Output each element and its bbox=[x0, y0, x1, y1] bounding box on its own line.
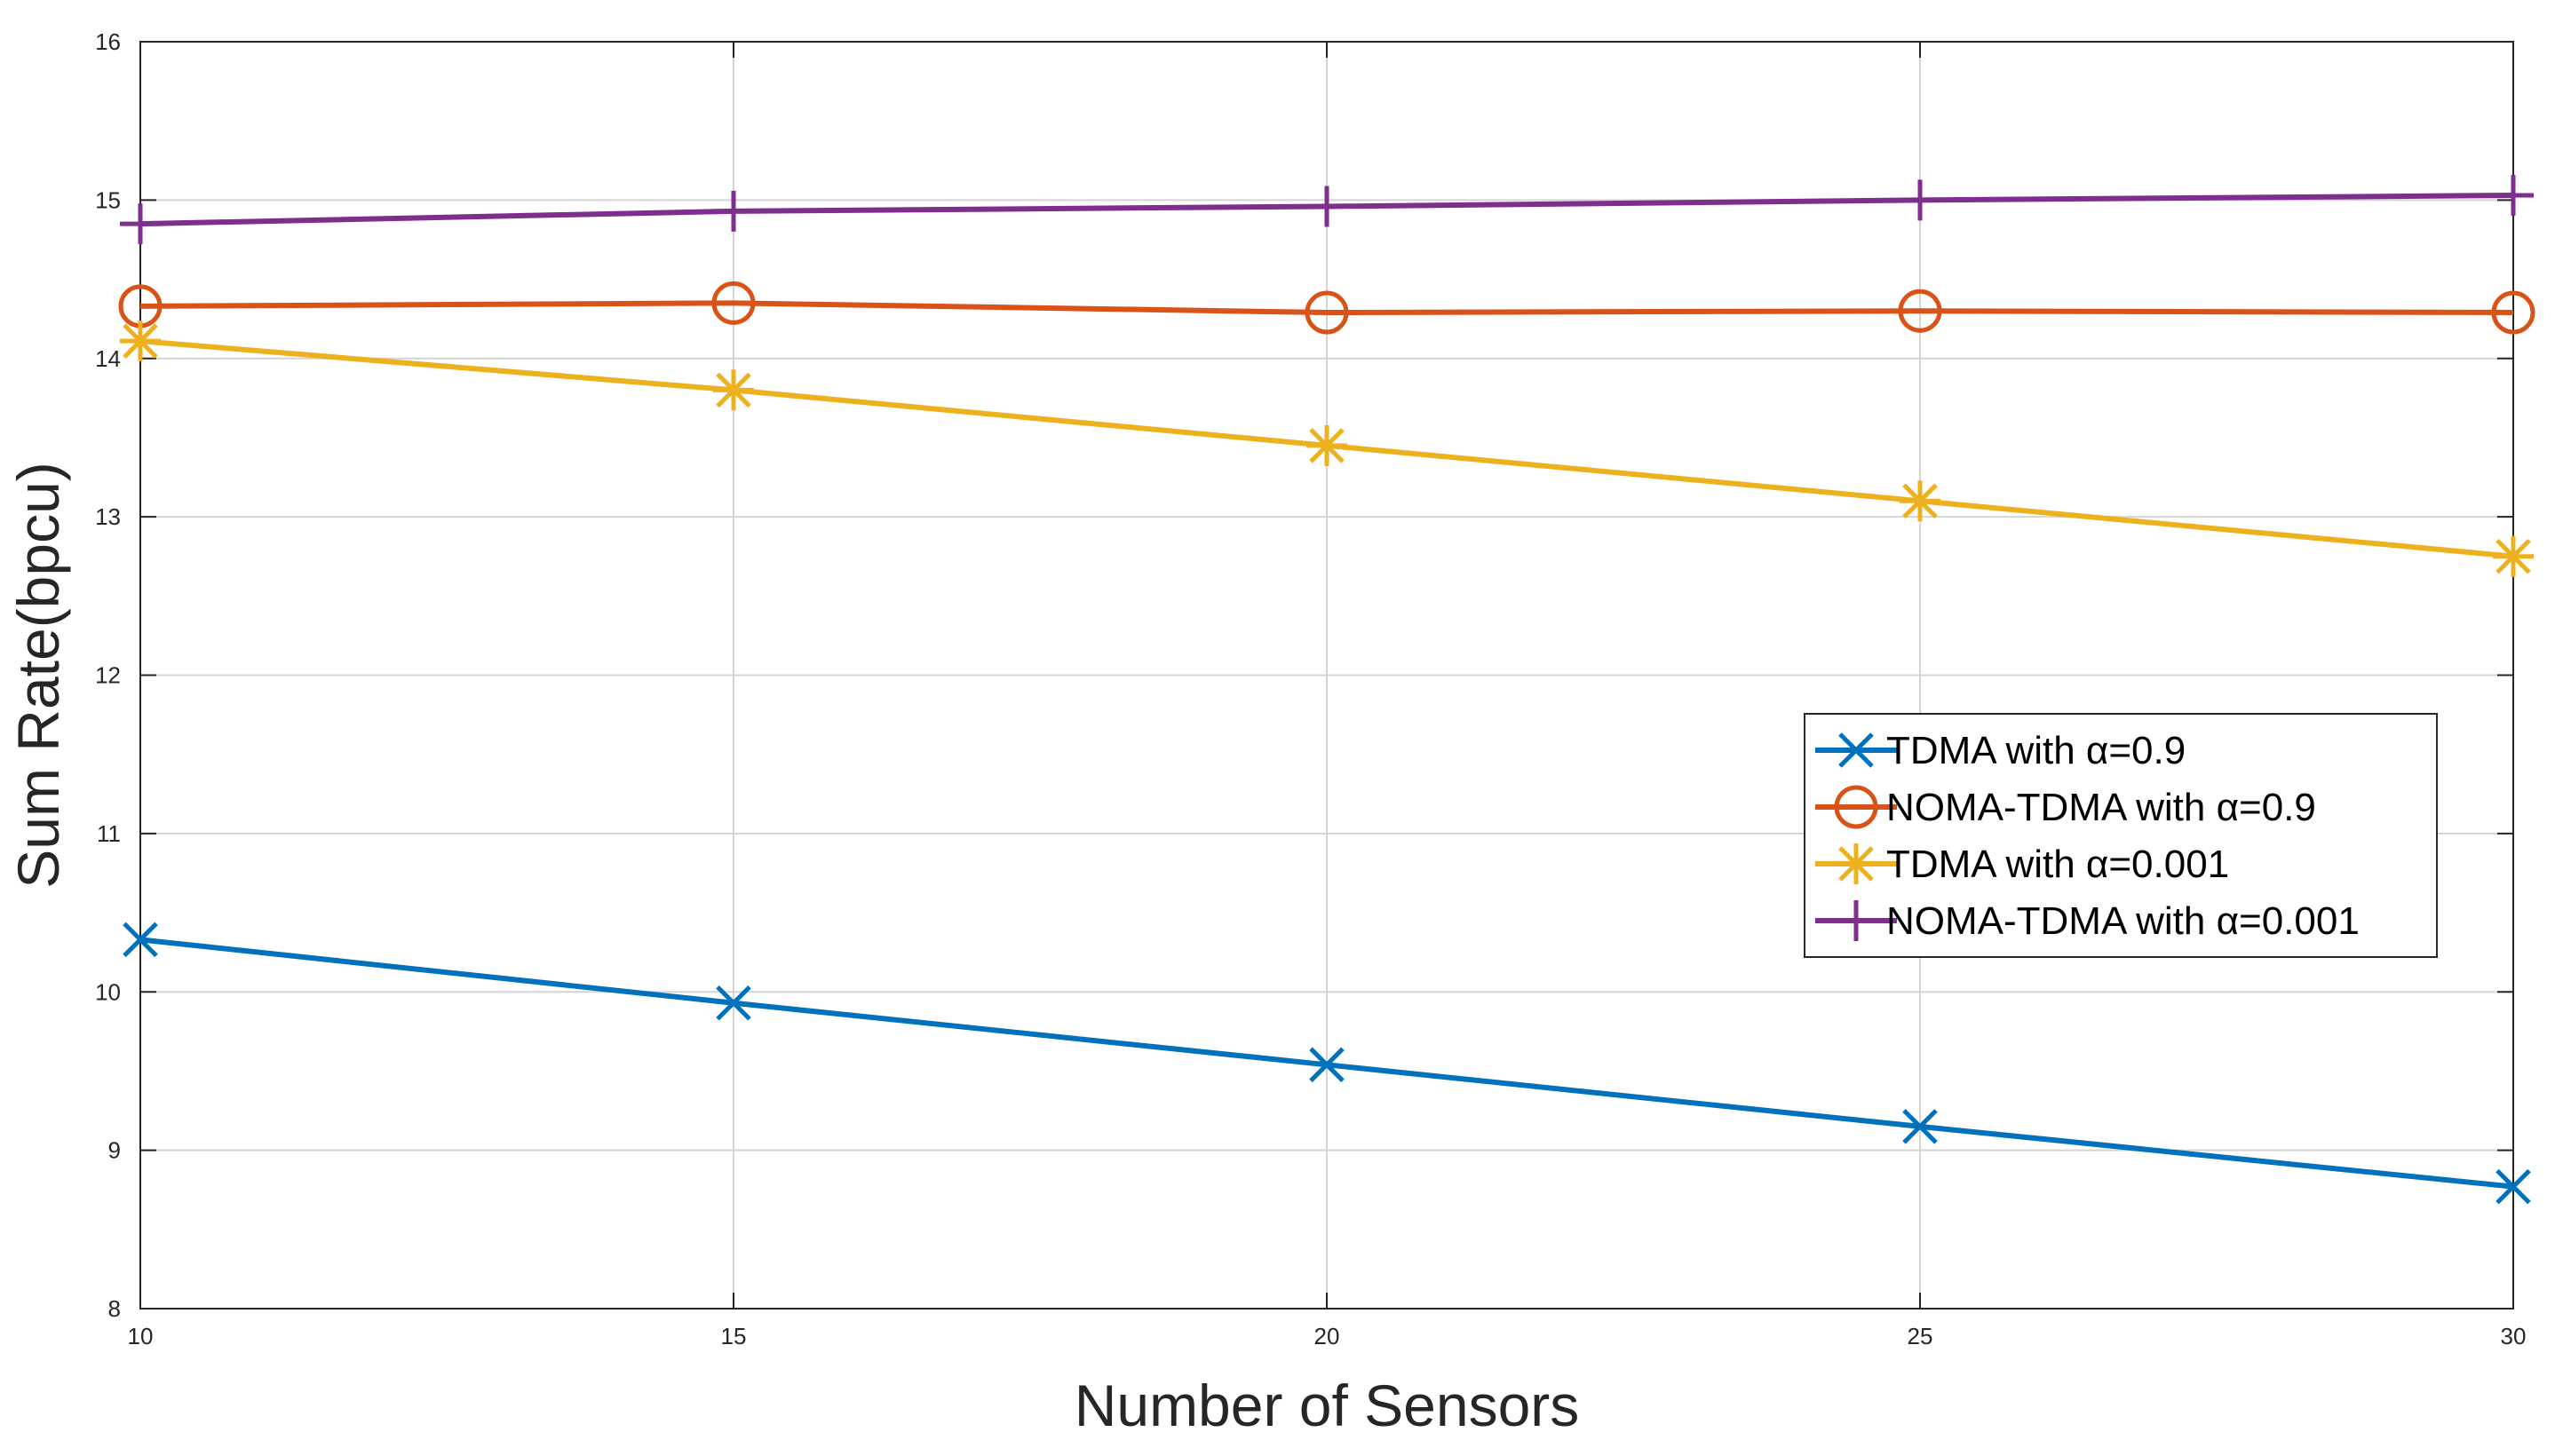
data-point-marker-* bbox=[120, 320, 161, 362]
series-line bbox=[139, 300, 2514, 316]
x-axis-title: Number of Sensors bbox=[1075, 1373, 1580, 1438]
y-axis-title: Sum Rate(bpcu) bbox=[5, 462, 71, 889]
data-point-marker-* bbox=[1306, 424, 1347, 466]
legend-box bbox=[1804, 713, 2438, 958]
data-point-marker-x bbox=[1838, 732, 1874, 768]
legend-label: NOMA-TDMA with α=0.001 bbox=[1886, 899, 2360, 943]
data-point-marker-o bbox=[711, 281, 756, 325]
data-point-marker-+ bbox=[1836, 900, 1877, 941]
series-3 bbox=[120, 175, 2534, 245]
data-point-marker-+ bbox=[120, 203, 161, 245]
y-tick-label: 11 bbox=[97, 820, 121, 847]
data-point-marker-o bbox=[1898, 289, 1942, 333]
x-tick-label: 25 bbox=[1908, 1323, 1933, 1349]
legend-label: TDMA with α=0.9 bbox=[1886, 729, 2186, 772]
series-2 bbox=[120, 320, 2534, 577]
data-point-marker-* bbox=[2493, 535, 2534, 577]
data-point-marker-+ bbox=[1306, 186, 1347, 227]
data-series bbox=[118, 175, 2535, 1205]
series-1 bbox=[118, 281, 2535, 335]
legend-label: NOMA-TDMA with α=0.9 bbox=[1886, 786, 2316, 829]
data-point-marker-+ bbox=[713, 190, 754, 232]
data-point-marker-o bbox=[1305, 290, 1349, 335]
data-point-marker-x bbox=[2495, 1168, 2531, 1205]
data-point-marker-+ bbox=[2493, 175, 2534, 217]
x-tick-label: 10 bbox=[128, 1323, 154, 1349]
legend-item: NOMA-TDMA with α=0.9 bbox=[1815, 785, 2316, 829]
data-point-marker-* bbox=[1900, 480, 1940, 522]
x-tick-label: 20 bbox=[1314, 1323, 1340, 1349]
legend-item: TDMA with α=0.9 bbox=[1815, 729, 2186, 772]
data-point-marker-* bbox=[1836, 843, 1877, 884]
data-point-marker-x bbox=[1902, 1109, 1938, 1144]
data-point-marker-+ bbox=[1900, 179, 1940, 221]
legend: TDMA with α=0.9 NOMA-TDMA with α=0.9 TDMA … bbox=[1804, 713, 2438, 958]
x-tick-label: 30 bbox=[2501, 1323, 2527, 1349]
legend-item: TDMA with α=0.001 bbox=[1815, 843, 2229, 886]
data-point-marker-* bbox=[713, 369, 754, 411]
y-tick-label: 9 bbox=[108, 1137, 121, 1164]
data-point-marker-x bbox=[1309, 1047, 1345, 1083]
series-0 bbox=[123, 922, 2531, 1205]
legend-item: NOMA-TDMA with α=0.001 bbox=[1815, 899, 2360, 943]
x-tick-label: 15 bbox=[721, 1323, 747, 1349]
legend-label: TDMA with α=0.001 bbox=[1886, 843, 2229, 886]
y-tick-label: 13 bbox=[95, 503, 121, 530]
y-tick-label: 15 bbox=[95, 186, 121, 213]
y-tick-label: 14 bbox=[95, 345, 121, 372]
data-point-marker-o bbox=[1834, 785, 1878, 829]
y-tick-label: 12 bbox=[95, 662, 121, 689]
data-point-marker-x bbox=[123, 922, 158, 958]
data-point-marker-x bbox=[716, 985, 751, 1021]
y-tick-label: 10 bbox=[95, 978, 121, 1005]
axis-ticks: 10 15 20 25 30 8 9 10 11 12 13 14 15 16 bbox=[95, 28, 2526, 1349]
y-tick-label: 16 bbox=[95, 28, 121, 55]
y-tick-label: 8 bbox=[108, 1295, 121, 1322]
data-point-marker-o bbox=[2491, 290, 2535, 335]
